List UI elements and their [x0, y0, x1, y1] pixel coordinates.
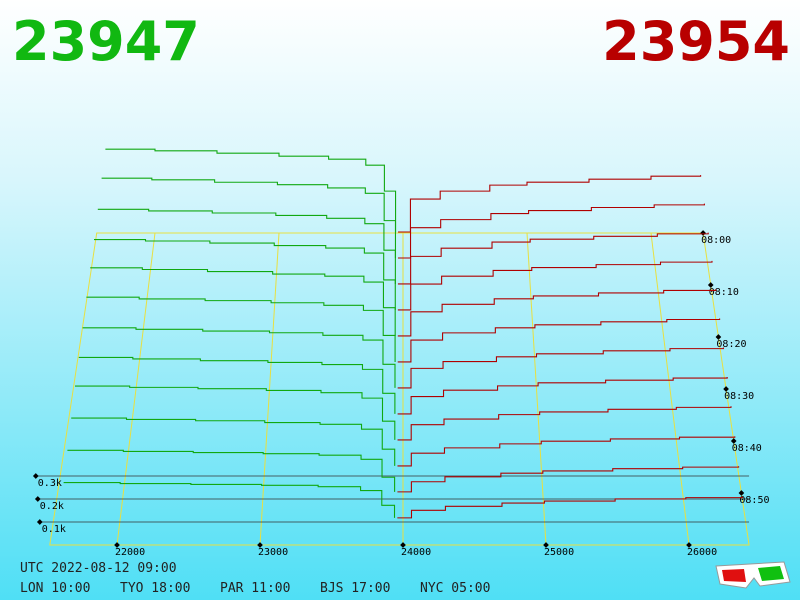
clocks: LON 10:00 TYO 18:00 PAR 11:00 BJS 17:00 NYC … [20, 581, 490, 596]
clock: NYC 05:00 [420, 581, 490, 596]
z-tick-label: 08:00 [701, 235, 731, 246]
3d-glasses-icon[interactable] [715, 561, 791, 589]
tick-marker [723, 386, 729, 392]
clock: LON 10:00 [20, 581, 90, 596]
asks-depth-line [397, 436, 736, 467]
bids-depth-line [71, 417, 396, 466]
asks-depth-line [397, 347, 724, 389]
x-tick-label: 24000 [401, 547, 431, 558]
bids-depth-line [90, 267, 396, 336]
bids-depth-line [101, 177, 397, 258]
clock: BJS 17:00 [320, 581, 390, 596]
tick-marker [114, 542, 120, 548]
grid-line [650, 232, 690, 546]
bids-depth-line [75, 385, 396, 440]
z-tick-label: 08:40 [732, 443, 762, 454]
y-tick-label: 0.1k [42, 524, 66, 535]
tick-marker [400, 542, 406, 548]
z-tick-label: 08:10 [709, 287, 739, 298]
bids-depth-line [97, 208, 396, 284]
asks-depth-line [397, 232, 709, 285]
bids-depth-line [78, 356, 396, 414]
asks-depth-line [397, 466, 740, 493]
clock: TYO 18:00 [120, 581, 190, 596]
asks-depth-line [397, 260, 713, 311]
tick-marker [36, 519, 43, 525]
tick-marker [738, 490, 745, 496]
bids-depth-line [63, 482, 396, 518]
tick-marker [257, 542, 263, 548]
asks-depth-line [397, 406, 732, 441]
x-tick-label: 25000 [544, 547, 574, 558]
z-tick-label: 08:50 [739, 495, 769, 506]
y-tick-label: 0.3k [38, 478, 62, 489]
asks-depth-line [398, 175, 702, 233]
floor [49, 232, 750, 546]
asks-depth-line [397, 376, 728, 415]
tick-marker [686, 542, 692, 548]
asks-depth-line [397, 289, 717, 337]
x-tick-label: 22000 [115, 547, 145, 558]
z-tick-label: 08:20 [716, 339, 746, 350]
bids-depth-line [105, 148, 397, 233]
bids-depth-line [67, 449, 396, 492]
plot: 22000 23000 24000 25000 26000 0.1k 0.2k 0.3k 08:… [32, 148, 770, 558]
ask-price: 23954 [602, 10, 790, 73]
grid-line [259, 232, 280, 546]
bids-depth-line [82, 327, 396, 388]
bids-depth-line [86, 296, 396, 362]
asks-depth-line [397, 496, 743, 519]
tick-marker [543, 542, 549, 548]
asks-depth-line [397, 318, 721, 363]
tick-marker [715, 334, 722, 340]
grid-line [116, 232, 156, 546]
bid-price: 23947 [12, 10, 200, 73]
tick-marker [707, 282, 714, 288]
y-tick-label: 0.2k [40, 501, 64, 512]
asks-depth-line [397, 203, 705, 259]
timestamp: UTC 2022-08-12 09:00 [20, 561, 177, 576]
z-tick-label: 08:30 [724, 391, 754, 402]
tick-marker [730, 438, 737, 444]
grid-line [526, 232, 547, 546]
x-tick-label: 23000 [258, 547, 288, 558]
bids-depth-line [94, 239, 396, 310]
clock: PAR 11:00 [220, 581, 290, 596]
x-tick-label: 26000 [687, 547, 717, 558]
